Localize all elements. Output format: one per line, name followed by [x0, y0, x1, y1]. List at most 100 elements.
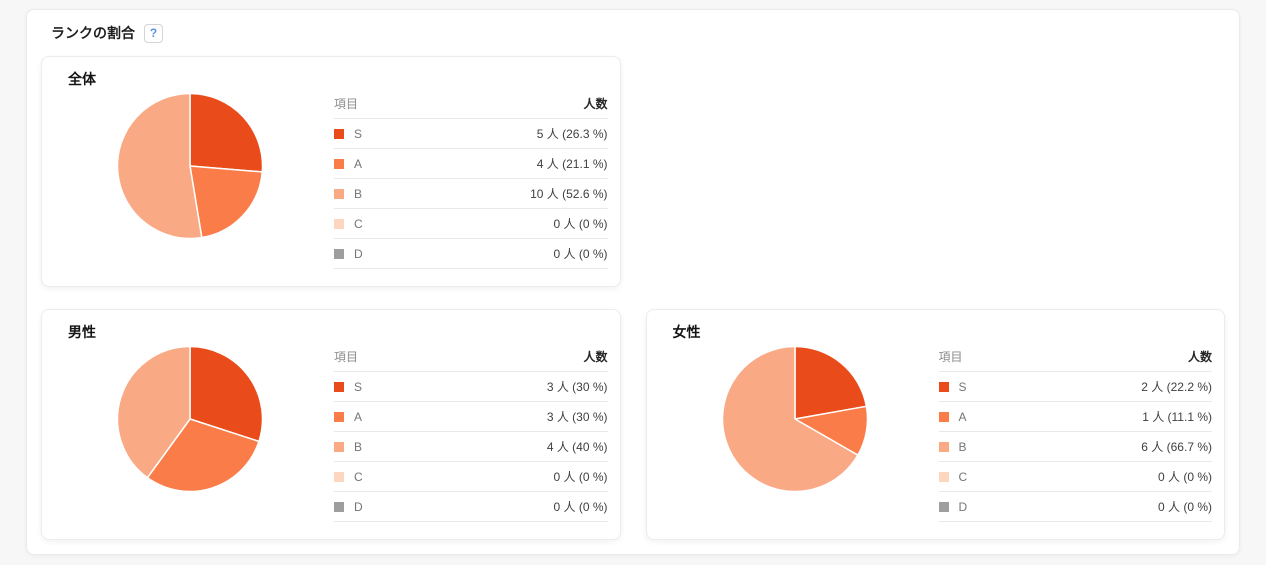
legend-value: 0 人 (0 %): [553, 470, 608, 484]
legend-swatch-d: [334, 501, 344, 512]
legend-swatch-s: [334, 128, 344, 139]
legend-swatch-c: [938, 471, 949, 482]
legend-value: 0 人 (0 %): [553, 217, 608, 231]
legend-row-s: S 3 人 (30 %): [334, 372, 608, 402]
pie-slice-B: [116, 92, 203, 240]
legend-header-item: 項目: [938, 350, 963, 364]
pie-slice-A: [189, 165, 264, 239]
card-female: 女性 項目 人数 S 2 人 (22.2 %): [645, 309, 1225, 540]
pie-slice-A: [146, 418, 260, 493]
legend-value: 0 人 (0 %): [553, 247, 608, 261]
legend-row-d: D 0 人 (0 %): [334, 239, 608, 269]
legend-label: A: [354, 409, 363, 424]
legend-row-b: B 4 人 (40 %): [334, 432, 608, 462]
legend-swatch-d: [334, 248, 344, 259]
legend-swatch-a: [334, 411, 344, 422]
card-title-overall: 全体: [68, 71, 96, 87]
page-title: ランクの割合: [51, 25, 135, 41]
legend-header-item: 項目: [334, 97, 359, 111]
pie-chart-male: [116, 345, 264, 493]
card-title-male: 男性: [68, 324, 96, 340]
legend-row-s: S 2 人 (22.2 %): [938, 372, 1212, 402]
legend-swatch-b: [334, 188, 344, 199]
legend-label: D: [354, 246, 363, 261]
legend-table-male: 項目 人数 S 3 人 (30 %) A 3 人 (30 %): [334, 342, 608, 522]
pie-chart-overall: [116, 92, 264, 240]
pie-slice-S: [189, 345, 264, 443]
legend-label: C: [958, 469, 968, 484]
card-male: 男性 項目 人数 S 3 人 (30 %): [41, 309, 621, 540]
legend-header: 項目 人数: [334, 342, 608, 372]
legend-header: 項目 人数: [334, 89, 608, 119]
legend-swatch-a: [334, 158, 344, 169]
legend-swatch-c: [334, 471, 344, 482]
pie-slice-B: [721, 345, 859, 493]
legend-swatch-s: [938, 381, 949, 392]
legend-header-item: 項目: [334, 350, 359, 364]
legend-value: 2 人 (22.2 %): [1141, 380, 1212, 394]
legend-row-a: A 1 人 (11.1 %): [938, 402, 1212, 432]
cards-grid: 全体 項目 人数 S 5 人 (26.3 %): [41, 56, 1225, 540]
legend-table-overall: 項目 人数 S 5 人 (26.3 %) A 4 人 (21.1 %): [334, 89, 608, 269]
legend-value: 4 人 (21.1 %): [536, 157, 608, 171]
legend-value: 4 人 (40 %): [546, 440, 608, 454]
legend-row-c: C 0 人 (0 %): [334, 209, 608, 239]
rank-ratio-panel: ランクの割合 ? 全体 項目 人数 S 5 人 (26.3 %): [26, 9, 1240, 555]
legend-value: 0 人 (0 %): [1157, 470, 1212, 484]
legend-swatch-a: [938, 411, 949, 422]
pie-slice-S: [189, 92, 264, 173]
legend-row-s: S 5 人 (26.3 %): [334, 119, 608, 149]
legend-swatch-d: [938, 501, 949, 512]
panel-header: ランクの割合 ?: [41, 23, 1225, 43]
legend-value: 0 人 (0 %): [553, 500, 608, 514]
legend-row-b: B 10 人 (52.6 %): [334, 179, 608, 209]
legend-row-d: D 0 人 (0 %): [938, 492, 1212, 522]
legend-label: C: [354, 216, 363, 231]
legend-value: 1 人 (11.1 %): [1142, 410, 1212, 424]
help-icon[interactable]: ?: [144, 23, 163, 43]
legend-label: B: [354, 439, 363, 454]
card-body: 項目 人数 S 3 人 (30 %) A 3 人 (30 %): [68, 342, 608, 522]
legend-row-b: B 6 人 (66.7 %): [938, 432, 1212, 462]
legend-row-c: C 0 人 (0 %): [334, 462, 608, 492]
legend-value: 3 人 (30 %): [546, 380, 608, 394]
legend-value: 0 人 (0 %): [1157, 500, 1212, 514]
pie-chart-female: [721, 345, 869, 493]
legend-swatch-s: [334, 381, 344, 392]
card-body: 項目 人数 S 2 人 (22.2 %) A 1 人 (11.1 %): [673, 342, 1212, 522]
legend-row-d: D 0 人 (0 %): [334, 492, 608, 522]
legend-label: A: [354, 156, 363, 171]
legend-swatch-b: [938, 441, 949, 452]
legend-label: B: [354, 186, 363, 201]
legend-label: D: [958, 499, 968, 514]
legend-value: 5 人 (26.3 %): [536, 127, 608, 141]
legend-label: A: [958, 409, 967, 424]
pie-area: [673, 342, 917, 493]
legend-label: D: [354, 499, 363, 514]
card-overall: 全体 項目 人数 S 5 人 (26.3 %): [41, 56, 621, 287]
legend-swatch-b: [334, 441, 344, 452]
legend-value: 10 人 (52.6 %): [530, 187, 608, 201]
legend-table-female: 項目 人数 S 2 人 (22.2 %) A 1 人 (11.1 %): [938, 342, 1212, 522]
pie-area: [68, 342, 312, 493]
legend-value: 3 人 (30 %): [546, 410, 608, 424]
card-title-female: 女性: [672, 324, 701, 340]
legend-value: 6 人 (66.7 %): [1141, 440, 1212, 454]
legend-label: C: [354, 469, 363, 484]
legend-label: S: [958, 379, 967, 394]
legend-row-c: C 0 人 (0 %): [938, 462, 1212, 492]
pie-slice-B: [116, 345, 191, 479]
legend-row-a: A 4 人 (21.1 %): [334, 149, 608, 179]
pie-area: [68, 89, 312, 240]
card-body: 項目 人数 S 5 人 (26.3 %) A 4 人 (21.1 %): [68, 89, 608, 269]
legend-row-a: A 3 人 (30 %): [334, 402, 608, 432]
legend-swatch-c: [334, 218, 344, 229]
legend-label: S: [354, 379, 363, 394]
legend-header-count: 人数: [583, 97, 608, 111]
legend-header: 項目 人数: [938, 342, 1212, 372]
legend-header-count: 人数: [583, 350, 608, 364]
legend-label: S: [354, 126, 363, 141]
pie-slice-S: [793, 345, 867, 420]
legend-label: B: [958, 439, 967, 454]
legend-header-count: 人数: [1187, 350, 1212, 364]
